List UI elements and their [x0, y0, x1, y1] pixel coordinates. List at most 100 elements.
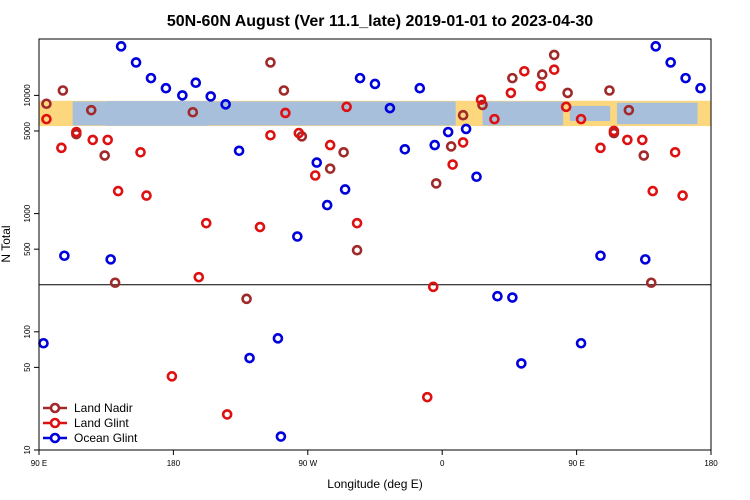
- map-band-ocean-6: [569, 105, 611, 122]
- land-nadir-point-15: [445, 141, 457, 152]
- land-glint-point-0: [41, 113, 52, 125]
- ocean-glint-point-20: [369, 78, 381, 90]
- ocean-glint-point-5: [145, 72, 157, 84]
- map-band-ocean-5: [482, 101, 564, 126]
- ocean-glint-point-2: [105, 254, 116, 265]
- land-nadir-point-17: [477, 99, 488, 111]
- ocean-glint-point-24: [429, 139, 441, 151]
- x-tick-label-0: 90 E: [31, 459, 47, 468]
- land-glint-point-12: [254, 221, 266, 233]
- y-tick-label-0: 10: [23, 445, 32, 454]
- land-nadir-point-4: [99, 150, 111, 161]
- land-glint-point-26: [505, 87, 517, 99]
- plot-frame: [38, 38, 712, 451]
- ocean-glint-point-4: [130, 57, 142, 68]
- land-glint-point-31: [575, 113, 587, 125]
- land-glint-point-3: [87, 134, 99, 146]
- ocean-glint-point-21: [384, 102, 396, 114]
- ocean-glint-point-36: [680, 72, 691, 84]
- ocean-glint-point-22: [399, 143, 411, 155]
- land-nadir-point-7: [241, 293, 252, 305]
- land-nadir-point-0: [41, 98, 52, 110]
- land-glint-point-5: [112, 185, 124, 197]
- legend-marker-ocean-glint: [49, 432, 61, 444]
- land-glint-point-8: [166, 371, 178, 382]
- ocean-glint-point-18: [339, 184, 351, 195]
- ocean-glint-point-14: [275, 431, 287, 442]
- land-nadir-point-21: [562, 87, 573, 99]
- land-nadir-point-6: [187, 106, 199, 118]
- land-glint-point-34: [622, 134, 633, 146]
- legend-label-ocean-glint: Ocean Glint: [74, 431, 138, 445]
- land-nadir-point-8: [265, 57, 276, 68]
- land-nadir-point-24: [623, 104, 635, 116]
- land-glint-point-2: [71, 126, 82, 138]
- legend-label-land-glint: Land Glint: [74, 416, 129, 430]
- land-glint-point-29: [548, 64, 560, 75]
- land-glint-point-18: [341, 101, 352, 113]
- y-tick-label-2: 100: [23, 325, 32, 339]
- data-points: [38, 41, 706, 442]
- legend-marker-land-nadir: [49, 402, 61, 414]
- ocean-glint-point-37: [695, 82, 706, 94]
- land-glint-point-1: [56, 142, 67, 154]
- land-nadir-point-20: [548, 49, 560, 61]
- y-tick-label-6: 10000: [23, 84, 32, 107]
- land-glint-point-35: [637, 134, 648, 146]
- land-nadir-point-12: [338, 147, 349, 158]
- land-glint-point-33: [608, 125, 620, 137]
- land-glint-point-17: [324, 139, 336, 151]
- ocean-glint-point-28: [492, 290, 503, 302]
- land-nadir-point-9: [278, 85, 290, 96]
- ocean-glint-point-23: [414, 82, 426, 94]
- ocean-glint-point-11: [233, 145, 245, 157]
- ocean-glint-point-17: [321, 199, 333, 211]
- land-glint-point-24: [475, 94, 487, 105]
- x-axis-title: Longitude (deg E): [327, 477, 422, 491]
- ocean-glint-point-1: [59, 250, 70, 262]
- land-nadir-point-3: [85, 104, 97, 116]
- map-band-ocean-4: [408, 108, 456, 119]
- x-tick-label-5: 180: [704, 459, 718, 468]
- ocean-glint-point-29: [507, 292, 518, 303]
- land-glint-point-28: [535, 80, 547, 92]
- land-nadir-point-22: [604, 85, 615, 96]
- y-tick-label-5: 5000: [23, 122, 32, 140]
- ocean-glint-point-8: [190, 77, 202, 89]
- x-axis: 90 E 180 90 W 0 90 E 180: [31, 450, 718, 468]
- land-nadir-point-1: [57, 85, 69, 96]
- land-glint-point-38: [677, 190, 688, 201]
- land-glint-point-21: [427, 281, 439, 293]
- land-glint-point-7: [141, 190, 152, 201]
- x-tick-label-1: 180: [167, 459, 181, 468]
- land-glint-point-16: [309, 170, 321, 181]
- y-axis: 10 50 100 500 1000 5000 10000: [23, 84, 39, 454]
- y-axis-title: N Total: [0, 225, 13, 262]
- land-nadir-point-19: [536, 69, 548, 80]
- land-nadir-point-11: [324, 163, 336, 174]
- ocean-glint-point-3: [115, 41, 127, 52]
- land-nadir-point-18: [507, 72, 518, 84]
- x-tick-label-3: 0: [440, 459, 445, 468]
- ocean-glint-point-31: [575, 337, 587, 349]
- land-glint-point-36: [647, 185, 659, 197]
- land-nadir-point-25: [638, 150, 650, 161]
- ocean-glint-point-7: [177, 90, 188, 101]
- legend-marker-land-glint: [49, 417, 61, 429]
- ocean-glint-point-34: [650, 41, 662, 52]
- land-glint-point-25: [489, 113, 500, 125]
- land-glint-point-11: [221, 409, 233, 420]
- land-nadir-point-13: [351, 244, 363, 256]
- land-glint-point-9: [193, 271, 205, 283]
- ocean-glint-point-19: [354, 72, 366, 84]
- ocean-glint-point-33: [639, 254, 651, 265]
- ocean-glint-point-13: [272, 333, 284, 344]
- ocean-glint-point-16: [311, 157, 323, 168]
- map-band-ocean-1: [106, 101, 207, 126]
- ocean-glint-point-12: [244, 352, 255, 364]
- ocean-glint-point-15: [292, 231, 303, 242]
- land-glint-point-27: [519, 65, 530, 77]
- land-glint-point-19: [351, 217, 363, 229]
- land-glint-point-6: [135, 147, 146, 158]
- land-nadir-point-16: [457, 109, 469, 121]
